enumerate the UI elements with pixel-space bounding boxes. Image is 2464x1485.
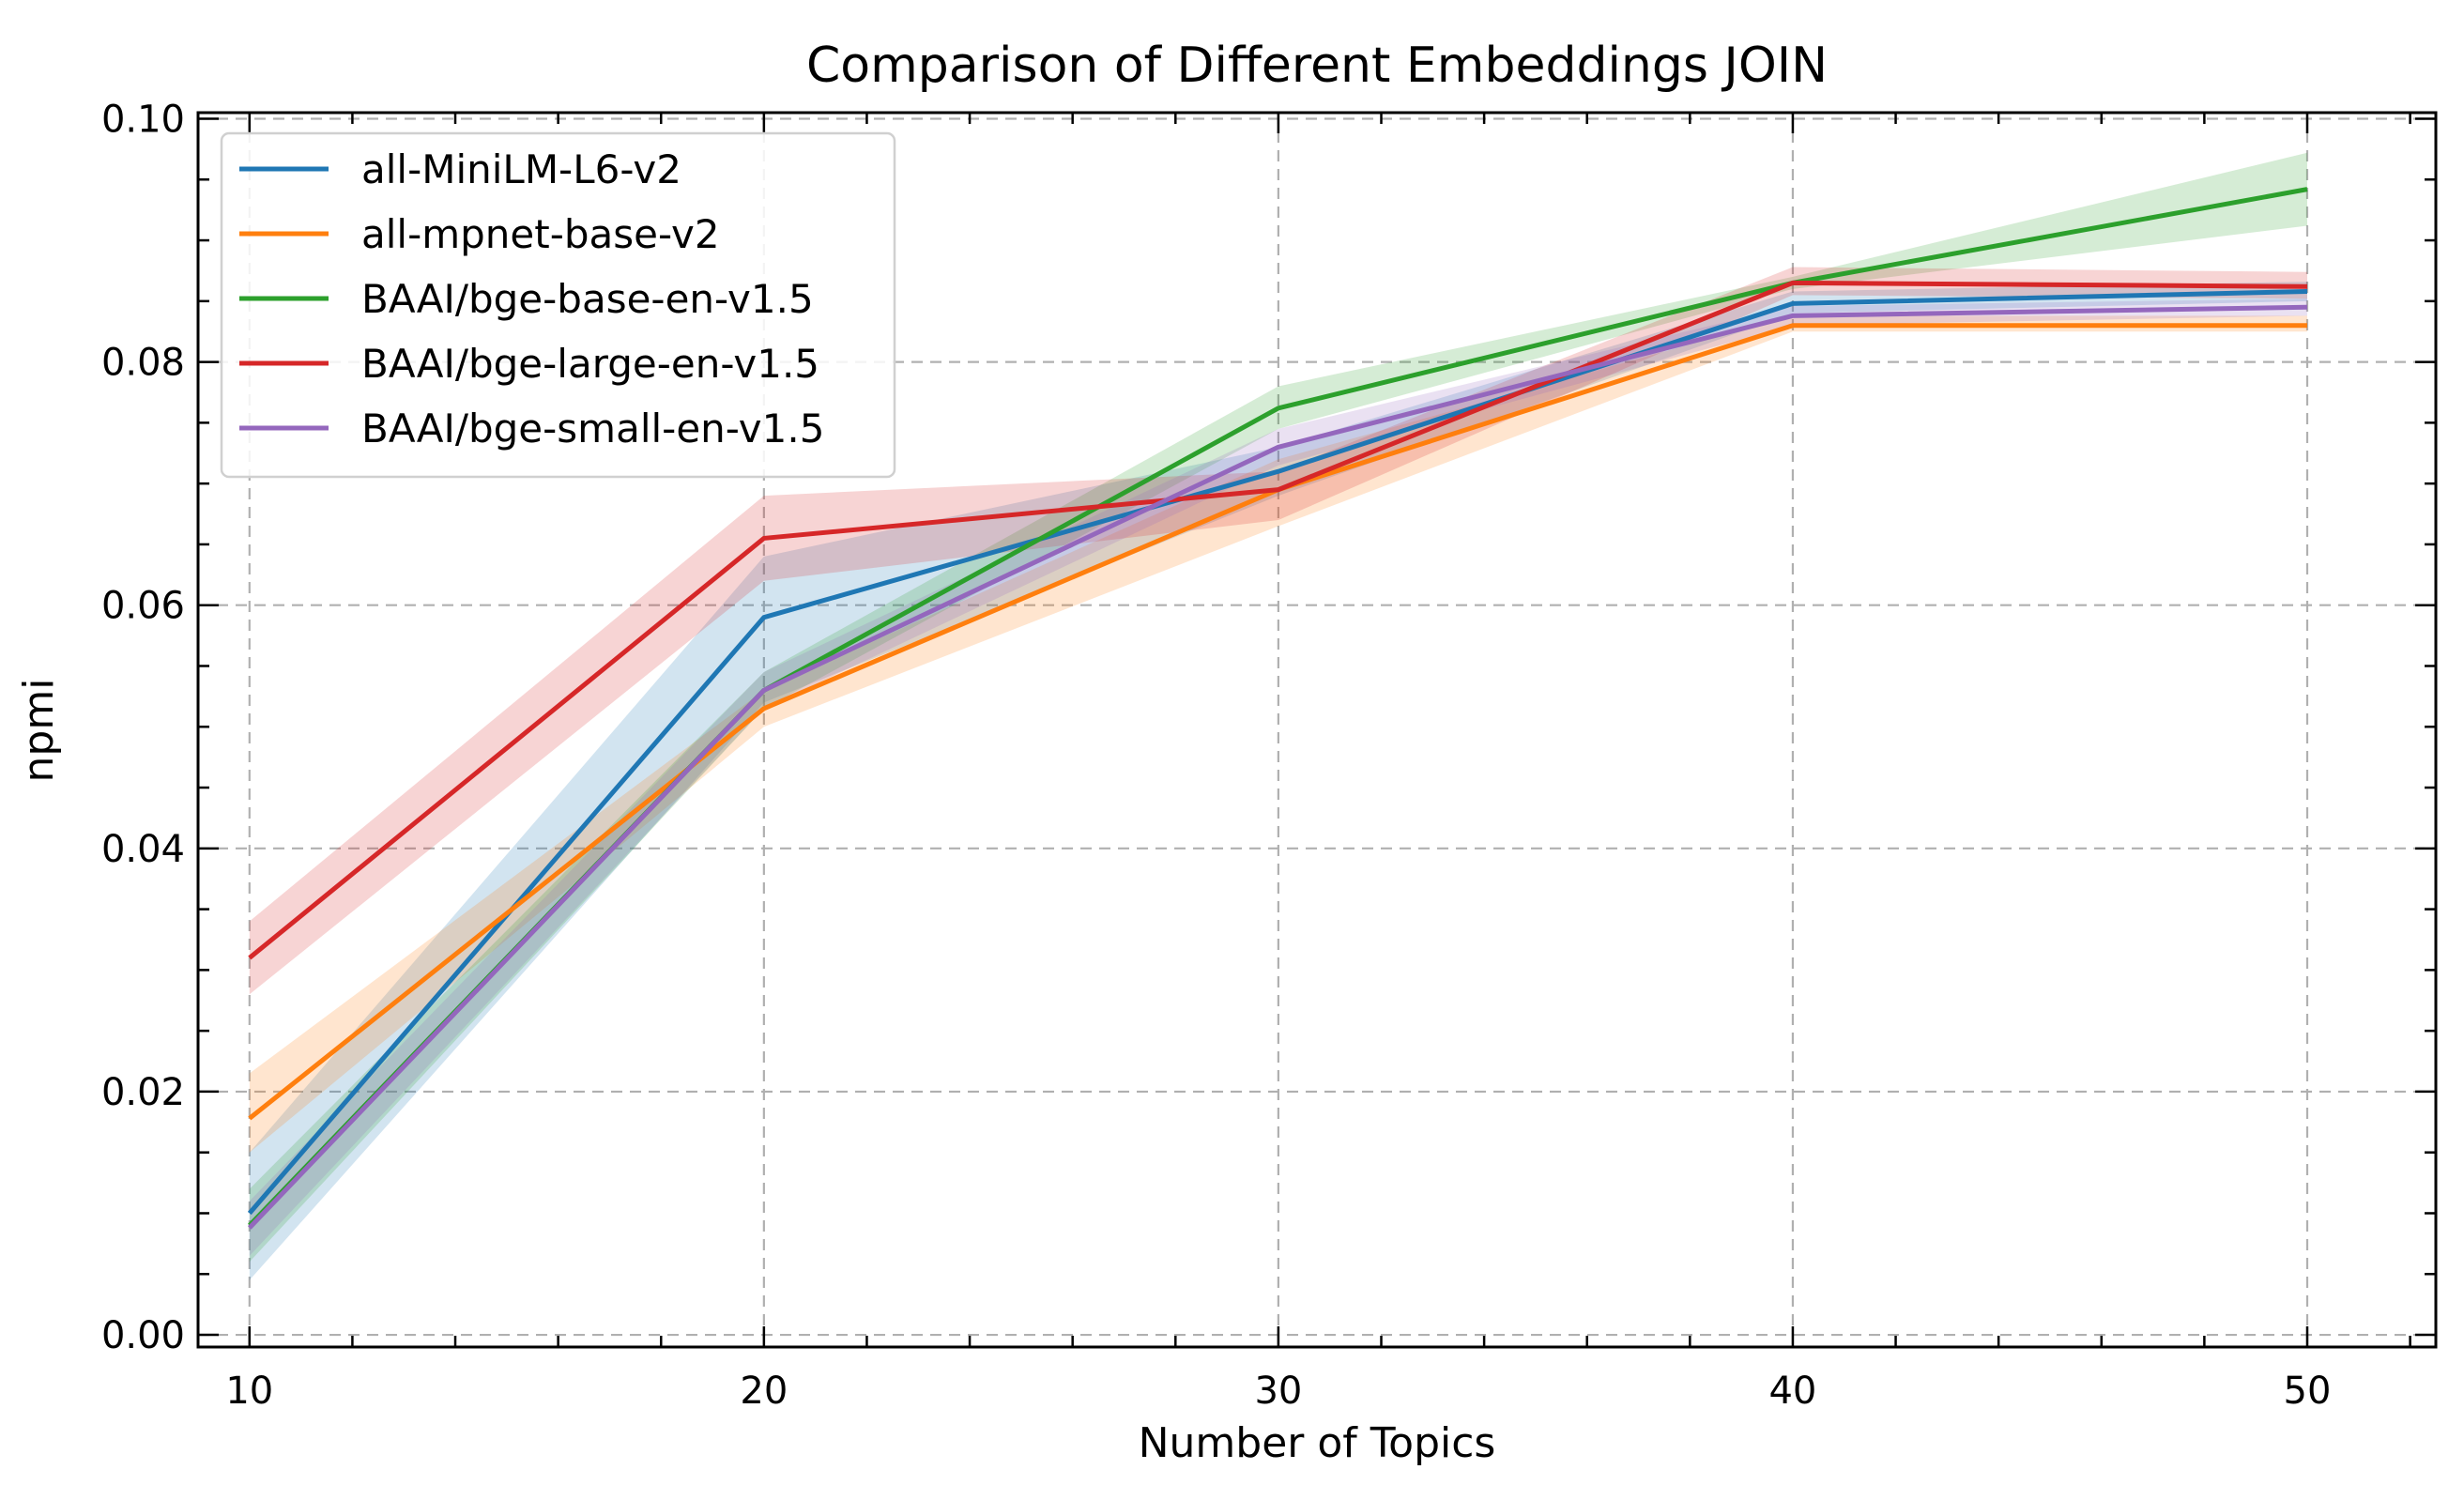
grid: [198, 113, 2436, 1347]
legend-label: BAAI/bge-large-en-v1.5: [361, 341, 819, 387]
y-tick-label: 0.10: [101, 98, 185, 141]
legend-label: all-mpnet-base-v2: [361, 211, 720, 257]
y-tick-label: 0.04: [101, 828, 185, 871]
x-tick-label: 20: [740, 1370, 788, 1413]
y-tick-label: 0.02: [101, 1071, 185, 1114]
axis-ticks: [198, 113, 2436, 1347]
confidence-band: [249, 267, 2307, 995]
series-line: [247, 304, 2308, 1230]
legend-box: [220, 131, 896, 479]
x-tick-label: 30: [1254, 1370, 1302, 1413]
series-lines: [247, 187, 2308, 1230]
confidence-band: [249, 282, 2307, 1280]
confidence-band: [249, 315, 2307, 1153]
y-tick-label: 0.06: [101, 585, 185, 628]
y-tick-label: 0.00: [101, 1314, 185, 1357]
x-tick-labels: 10 20 30 40 50: [225, 1370, 2331, 1413]
y-axis-label: npmi: [15, 679, 63, 783]
legend-items: all-MiniLM-L6-v2 all-mpnet-base-v2 BAAI/bg…: [239, 146, 824, 452]
series-line: [248, 280, 2308, 960]
legend-label: BAAI/bge-base-en-v1.5: [361, 276, 814, 322]
legend-label: all-MiniLM-L6-v2: [361, 146, 681, 192]
x-tick-label: 50: [2284, 1370, 2332, 1413]
plot-frame: [196, 111, 2438, 1349]
x-tick-label: 40: [1768, 1370, 1816, 1413]
legend-label: BAAI/bge-small-en-v1.5: [361, 406, 824, 452]
y-tick-label: 0.08: [101, 342, 185, 385]
legend: all-MiniLM-L6-v2 all-mpnet-base-v2 BAAI/bg…: [220, 131, 896, 479]
confidence-bands: [249, 152, 2307, 1280]
x-axis-label: Number of Topics: [1139, 1419, 1496, 1467]
series-line: [247, 288, 2308, 1216]
y-tick-labels: 0.00 0.02 0.04 0.06 0.08 0.10: [101, 98, 185, 1357]
x-tick-label: 10: [225, 1370, 273, 1413]
chart-title: Comparison of Different Embeddings JOIN: [806, 38, 1828, 94]
